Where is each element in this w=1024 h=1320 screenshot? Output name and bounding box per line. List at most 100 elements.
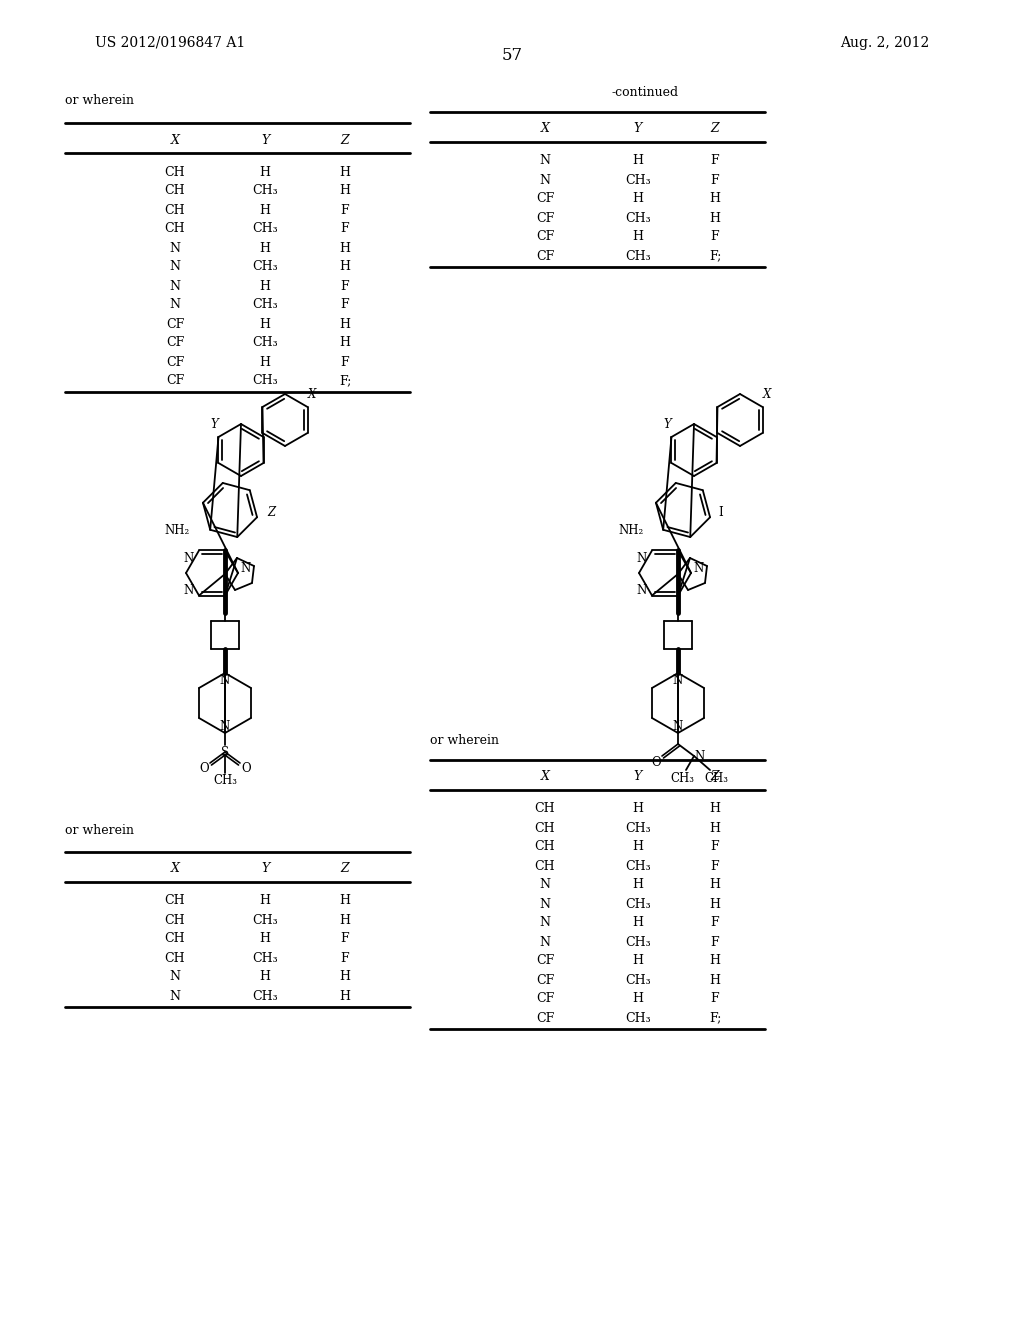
Text: CH: CH bbox=[165, 895, 185, 908]
Text: I: I bbox=[718, 506, 723, 519]
Text: N: N bbox=[694, 562, 705, 576]
Text: N: N bbox=[170, 970, 180, 983]
Text: US 2012/0196847 A1: US 2012/0196847 A1 bbox=[95, 36, 246, 50]
Text: CH: CH bbox=[535, 821, 555, 834]
Text: F;: F; bbox=[709, 249, 721, 263]
Text: CH₃: CH₃ bbox=[252, 260, 278, 273]
Text: N: N bbox=[540, 154, 551, 168]
Text: N: N bbox=[540, 173, 551, 186]
Text: CH₃: CH₃ bbox=[626, 211, 651, 224]
Text: H: H bbox=[710, 954, 721, 968]
Text: F: F bbox=[341, 932, 349, 945]
Text: N: N bbox=[540, 879, 551, 891]
Text: or wherein: or wherein bbox=[65, 824, 134, 837]
Text: CF: CF bbox=[536, 954, 554, 968]
Text: Z: Z bbox=[341, 133, 349, 147]
Text: N: N bbox=[170, 280, 180, 293]
Text: CH₃: CH₃ bbox=[252, 990, 278, 1002]
Text: N: N bbox=[170, 260, 180, 273]
Text: CH₃: CH₃ bbox=[626, 859, 651, 873]
Text: N: N bbox=[241, 562, 251, 576]
Text: Z: Z bbox=[711, 771, 719, 784]
Text: H: H bbox=[633, 231, 643, 243]
Text: S: S bbox=[221, 746, 229, 759]
Text: O: O bbox=[242, 762, 251, 775]
Text: O: O bbox=[651, 755, 660, 768]
Text: F: F bbox=[711, 936, 719, 949]
Text: H: H bbox=[259, 970, 270, 983]
Text: 57: 57 bbox=[502, 46, 522, 63]
Text: H: H bbox=[259, 203, 270, 216]
Text: Aug. 2, 2012: Aug. 2, 2012 bbox=[840, 36, 929, 50]
Text: H: H bbox=[710, 193, 721, 206]
Text: F: F bbox=[341, 298, 349, 312]
Text: H: H bbox=[710, 821, 721, 834]
Text: N: N bbox=[170, 990, 180, 1002]
Text: CF: CF bbox=[536, 249, 554, 263]
Text: H: H bbox=[340, 337, 350, 350]
Text: Y: Y bbox=[261, 862, 269, 875]
Text: N: N bbox=[220, 675, 230, 688]
Text: F: F bbox=[711, 173, 719, 186]
Text: CF: CF bbox=[536, 193, 554, 206]
Text: Z: Z bbox=[267, 506, 275, 519]
Text: CH₃: CH₃ bbox=[626, 936, 651, 949]
Text: NH₂: NH₂ bbox=[618, 524, 644, 536]
Text: CH: CH bbox=[165, 203, 185, 216]
Text: H: H bbox=[633, 993, 643, 1006]
Text: CF: CF bbox=[536, 993, 554, 1006]
Text: CF: CF bbox=[536, 1011, 554, 1024]
Text: Y: Y bbox=[634, 771, 642, 784]
Text: CH₃: CH₃ bbox=[626, 974, 651, 986]
Text: N: N bbox=[220, 719, 230, 733]
Text: CF: CF bbox=[166, 375, 184, 388]
Text: X: X bbox=[541, 123, 550, 136]
Text: H: H bbox=[710, 803, 721, 816]
Text: H: H bbox=[340, 895, 350, 908]
Text: or wherein: or wherein bbox=[430, 734, 499, 747]
Text: F: F bbox=[711, 231, 719, 243]
Text: F: F bbox=[711, 841, 719, 854]
Text: or wherein: or wherein bbox=[65, 94, 134, 107]
Text: CH₃: CH₃ bbox=[626, 249, 651, 263]
Text: CH: CH bbox=[535, 803, 555, 816]
Text: CH₃: CH₃ bbox=[705, 771, 728, 784]
Text: CH₃: CH₃ bbox=[252, 913, 278, 927]
Text: F;: F; bbox=[339, 375, 351, 388]
Text: CH₃: CH₃ bbox=[252, 337, 278, 350]
Text: H: H bbox=[259, 932, 270, 945]
Text: N: N bbox=[170, 242, 180, 255]
Text: CH: CH bbox=[165, 223, 185, 235]
Text: H: H bbox=[340, 260, 350, 273]
Text: H: H bbox=[340, 318, 350, 330]
Text: H: H bbox=[633, 879, 643, 891]
Text: CF: CF bbox=[536, 231, 554, 243]
Text: Y: Y bbox=[261, 133, 269, 147]
Text: CH₃: CH₃ bbox=[626, 821, 651, 834]
Text: CH₃: CH₃ bbox=[213, 774, 237, 787]
Text: H: H bbox=[259, 895, 270, 908]
Text: Z: Z bbox=[711, 123, 719, 136]
Text: Z: Z bbox=[341, 862, 349, 875]
Text: X: X bbox=[763, 388, 771, 401]
Text: CH₃: CH₃ bbox=[626, 173, 651, 186]
Text: CF: CF bbox=[536, 974, 554, 986]
Text: CH₃: CH₃ bbox=[252, 298, 278, 312]
Text: H: H bbox=[633, 841, 643, 854]
Text: H: H bbox=[259, 355, 270, 368]
Text: H: H bbox=[340, 990, 350, 1002]
Text: F: F bbox=[711, 859, 719, 873]
Text: H: H bbox=[633, 154, 643, 168]
Text: N: N bbox=[637, 553, 647, 565]
Text: N: N bbox=[673, 675, 683, 688]
Text: H: H bbox=[340, 242, 350, 255]
Text: F: F bbox=[711, 993, 719, 1006]
Text: N: N bbox=[695, 750, 706, 763]
Text: F: F bbox=[341, 223, 349, 235]
Text: H: H bbox=[633, 193, 643, 206]
Text: F: F bbox=[711, 916, 719, 929]
Text: CH₃: CH₃ bbox=[252, 952, 278, 965]
Text: CH: CH bbox=[535, 859, 555, 873]
Text: H: H bbox=[340, 970, 350, 983]
Text: H: H bbox=[633, 954, 643, 968]
